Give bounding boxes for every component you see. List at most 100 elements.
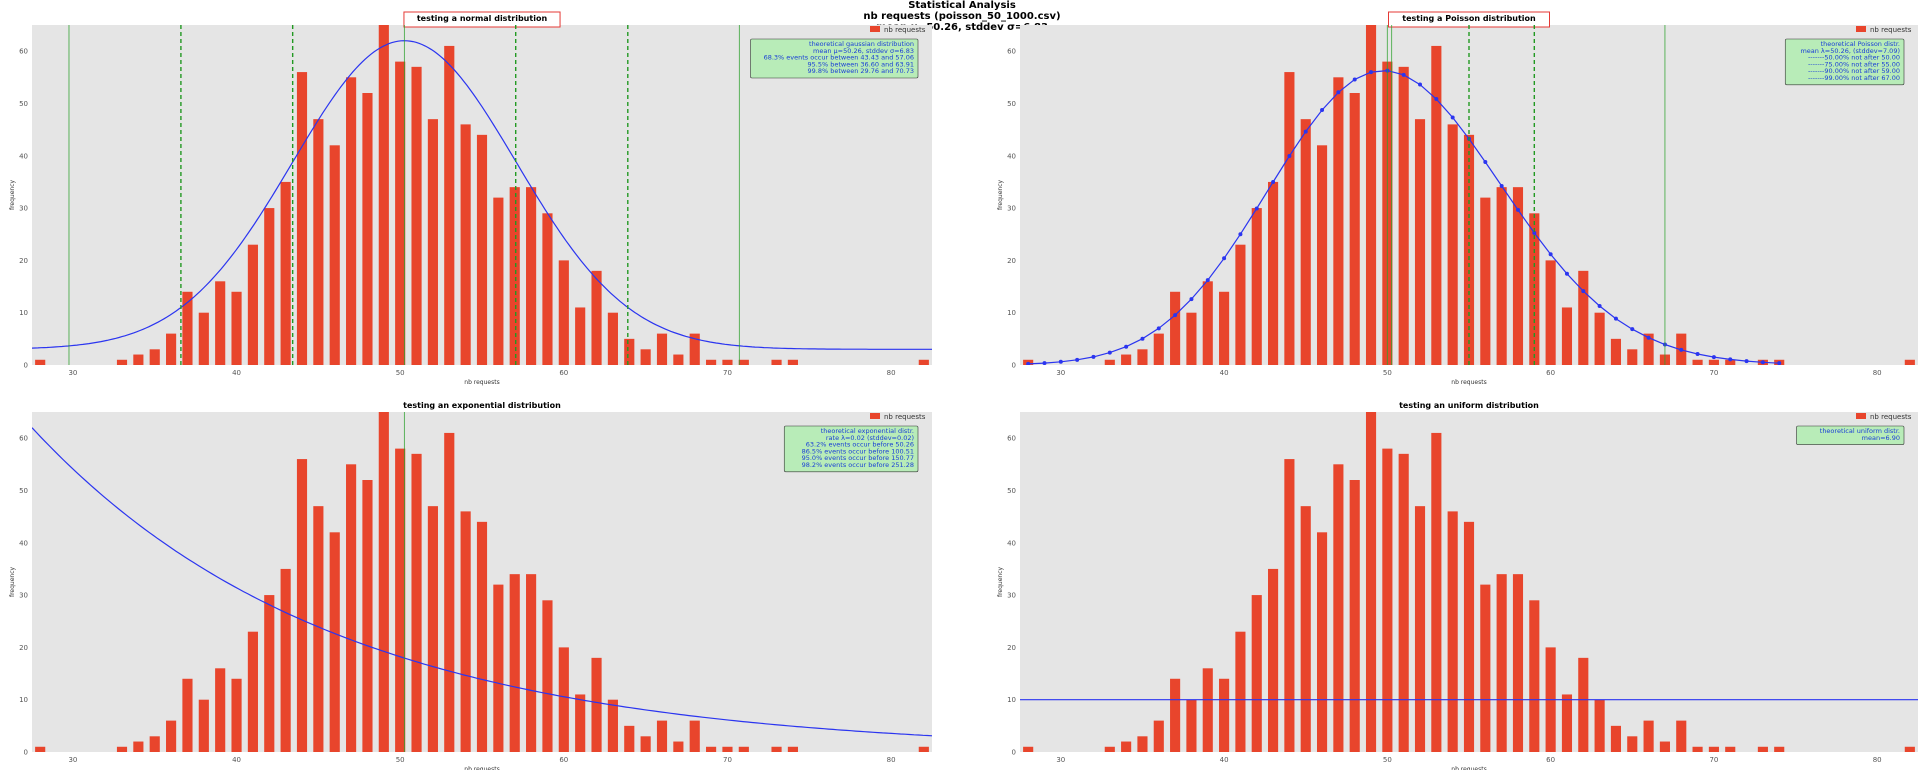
poisson-point [1173,313,1178,318]
bar [1284,72,1295,365]
bar [1202,668,1213,752]
bar [1235,244,1246,365]
bar [133,354,144,365]
y-tick-label: 40 [19,539,28,547]
poisson-point [1499,183,1504,188]
poisson-point [1434,97,1439,102]
bar [116,359,128,365]
bar [329,145,340,365]
annotation-line: 95.0% events occur before 150.77 [802,454,914,462]
y-tick-label: 50 [19,487,28,495]
bar [509,187,520,365]
bar [1398,66,1409,365]
bar [296,72,308,365]
poisson-point [1222,256,1227,261]
bar [1398,453,1409,752]
bar [476,134,488,365]
poisson-point [1189,297,1194,302]
bar [689,720,700,752]
annotation-line: 95.5% between 36.60 and 63.91 [808,60,914,68]
subplot-exponential: 0 10 20 30 40 50 60 30 40 50 60 70 80 nb requests freq… [9,401,932,770]
bar [1121,741,1132,752]
bar [787,359,798,365]
bar [1186,312,1197,365]
bar [313,119,324,365]
bar [493,584,504,752]
y-axis-label: frequency [997,567,1004,598]
bar [1610,338,1622,365]
bar [444,45,455,365]
bar [1349,93,1360,365]
bar [1594,699,1605,752]
bar [1365,25,1377,365]
legend-label: nb requests [1870,26,1912,34]
annotation-line: theoretical uniform distr. [1820,427,1900,435]
bar [787,746,798,752]
bar [35,359,46,365]
x-tick-label: 70 [723,369,732,377]
poisson-point [1711,355,1716,360]
x-tick-label: 60 [1546,756,1555,764]
x-tick-label: 70 [1709,756,1718,764]
suptitle-line-3: mean μ=50.26, stddev σ=6.83 [876,22,1048,33]
poisson-point [1205,278,1210,283]
bar [149,736,160,752]
bar [591,657,602,752]
legend-swatch [870,413,880,419]
bar [166,333,177,365]
bar [35,746,46,752]
legend-swatch [1856,413,1866,419]
annotation-line: -------75.00% not after 55.00 [1808,60,1900,68]
poisson-point [1515,207,1520,212]
bar [1725,359,1736,365]
suptitle-line-1: Statistical Analysis [908,0,1016,11]
bar [1431,45,1442,365]
y-tick-label: 60 [19,435,28,443]
annotation-line: 86.5% events occur before 100.51 [802,447,914,455]
plot-title: testing an exponential distribution [403,401,561,410]
poisson-point [1238,232,1243,237]
poisson-point [1091,354,1096,359]
plot-layer [32,412,932,752]
poisson-point [1564,271,1569,276]
y-tick-label: 10 [1007,696,1016,704]
bar [575,307,586,365]
y-tick-label: 30 [1007,592,1016,600]
bar [607,312,618,365]
bar [1496,187,1507,365]
bar [1023,746,1034,752]
bar [526,187,537,365]
poisson-point [1124,344,1129,349]
x-tick-label: 30 [68,369,77,377]
bar [215,281,226,365]
bar [1316,532,1328,752]
bar [149,349,160,365]
annotation-line: -------99.00% not after 67.00 [1808,74,1900,82]
bar [738,746,749,752]
annotation-bg [783,425,919,473]
y-axis-label: frequency [9,180,16,211]
poisson-point [1369,70,1374,75]
bar [133,741,144,752]
bar [231,678,242,752]
exponential-curve [32,427,932,737]
bar [1594,312,1605,365]
x-axis-label: nb requests [1451,379,1486,386]
poisson-point [1352,77,1357,82]
bar [182,291,193,365]
y-tick-label: 30 [19,205,28,213]
x-tick-label: 40 [232,756,241,764]
x-axis-label: nb requests [464,379,499,386]
poisson-point [1401,72,1406,77]
bar [918,359,929,365]
y-tick-label: 40 [1007,539,1016,547]
bar [542,213,553,365]
bar [1708,746,1719,752]
bar [1202,281,1213,365]
bar [558,260,569,365]
bar [1643,720,1654,752]
x-tick-label: 40 [1220,756,1229,764]
x-tick-label: 50 [1383,756,1392,764]
poisson-point [1320,107,1325,112]
